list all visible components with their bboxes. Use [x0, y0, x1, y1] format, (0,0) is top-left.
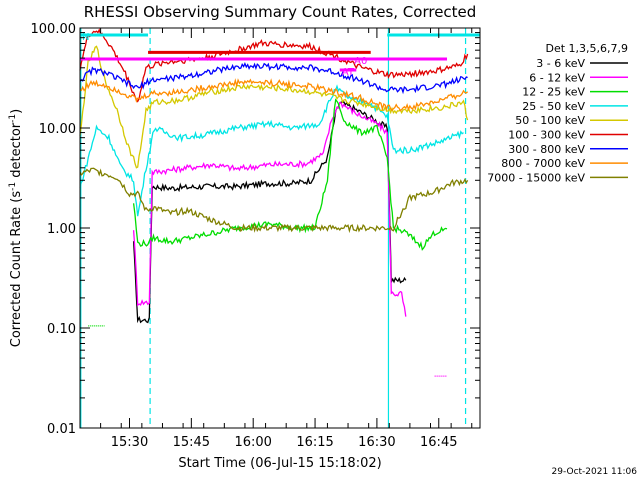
y-tick-label-1: 10.00 [39, 122, 76, 137]
series-line-1 [132, 101, 407, 317]
status-bar-label-4: AT [342, 67, 355, 78]
series-line-7 [79, 78, 469, 112]
y-axis-label-sup2: -1 [8, 114, 18, 123]
y-tick-label-0: 100.00 [31, 22, 77, 37]
x-tick-label-1: 15:45 [173, 435, 210, 450]
legend-label-6: 300 - 800 keV [508, 143, 585, 156]
y-tick-label-2: 1.00 [47, 222, 76, 237]
x-tick-label-2: 16:00 [234, 435, 271, 450]
timestamp: 29-Oct-2021 11:06 [552, 467, 638, 477]
y-axis-label-main: Corrected Count Rate (s [9, 191, 24, 348]
legend-label-3: 25 - 50 keV [522, 100, 585, 113]
y-axis-label-sup1: -1 [8, 182, 18, 191]
series-lines [79, 28, 469, 377]
y-tick-label-3: 0.10 [47, 322, 76, 337]
status-bar-label-0: N [82, 32, 89, 43]
x-tick-label-0: 15:30 [111, 435, 148, 450]
series-line-6 [79, 61, 468, 95]
legend-label-1: 6 - 12 keV [529, 71, 585, 84]
series-line-5 [79, 28, 469, 103]
chart-title: RHESSI Observing Summary Count Rates, Co… [84, 3, 477, 21]
x-tick-label-4: 16:30 [358, 435, 395, 450]
series-line-8 [79, 167, 469, 234]
y-axis-label-end: ) [9, 109, 24, 114]
x-tick-label-5: 16:45 [420, 435, 457, 450]
y-tick-label-4: 0.01 [47, 422, 76, 437]
series-line-0 [132, 101, 407, 324]
y-axis-ticks: 100.00 10.00 1.00 0.10 0.01 [31, 22, 480, 437]
legend-label-4: 50 - 100 keV [515, 114, 585, 127]
x-axis-ticks: 15:30 15:45 16:00 16:15 16:30 16:45 [79, 28, 473, 450]
legend-header: Det 1,3,5,6,7,9 [545, 42, 628, 55]
y-axis-label: Corrected Count Rate (s-1 detector-1) [8, 109, 24, 347]
y-axis-label-tail: detector [9, 122, 24, 182]
legend-label-2: 12 - 25 keV [522, 86, 585, 99]
x-tick-label-3: 16:15 [296, 435, 333, 450]
legend-label-7: 800 - 7000 keV [501, 157, 585, 170]
series-line-3 [79, 84, 464, 217]
legend-label-0: 3 - 6 keV [536, 57, 585, 70]
x-axis-label: Start Time (06-Jul-15 15:18:02) [178, 456, 381, 471]
legend-label-5: 100 - 300 keV [508, 129, 585, 142]
status-bar-label-5: A0 [354, 56, 367, 67]
legend-label-8: 7000 - 15000 keV [487, 171, 585, 184]
